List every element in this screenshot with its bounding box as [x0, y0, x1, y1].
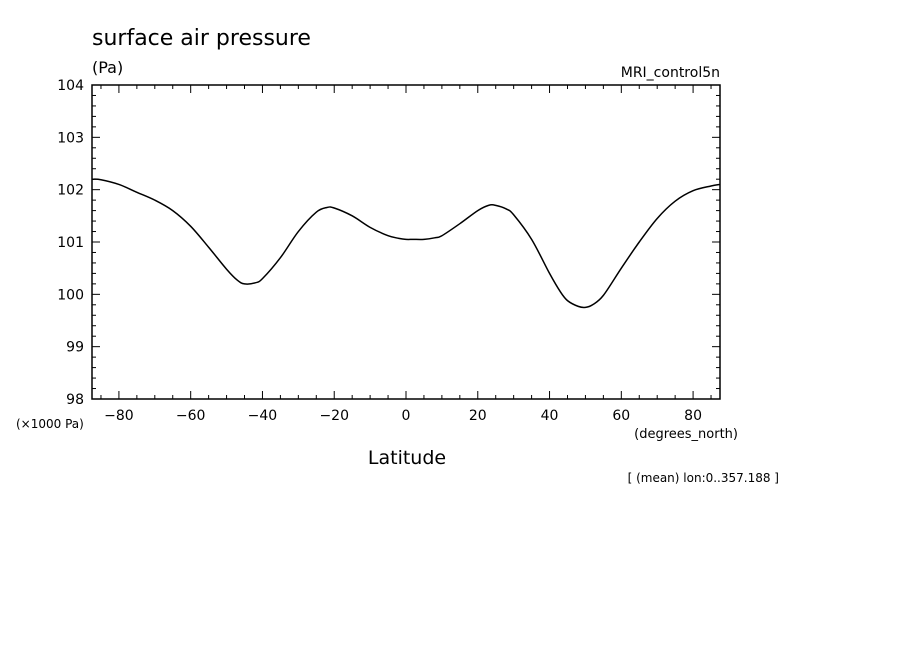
tick-labels: −80 −60 −40 −20 0 20 40 60 80 98 99 100 101 102 103 104 — [57, 78, 702, 424]
x-tick-label: −80 — [104, 408, 134, 424]
y-scale-label: (×1000 Pa) — [16, 417, 84, 431]
units-label: (Pa) — [92, 58, 123, 77]
axis-ticks — [92, 84, 720, 400]
y-tick-label: 98 — [66, 392, 84, 408]
series-line — [91, 178, 721, 309]
y-tick-label: 101 — [57, 235, 84, 251]
dataset-label: MRI_control5n — [621, 65, 720, 81]
y-tick-label: 102 — [57, 183, 84, 199]
chart-title: surface air pressure — [92, 26, 311, 51]
x-tick-label: 80 — [684, 408, 702, 424]
plot-frame — [91, 84, 721, 400]
footnote: [ (mean) lon:0..357.188 ] — [628, 471, 779, 485]
x-units-label: (degrees_north) — [634, 427, 738, 442]
x-tick-label: −60 — [176, 408, 206, 424]
x-axis-title: Latitude — [368, 447, 446, 469]
y-tick-label: 103 — [57, 130, 84, 146]
x-tick-label: 60 — [612, 408, 630, 424]
x-tick-label: 40 — [541, 408, 559, 424]
x-tick-label: −20 — [319, 408, 349, 424]
x-tick-label: 0 — [402, 408, 411, 424]
y-tick-label: 100 — [57, 287, 84, 303]
x-tick-label: 20 — [469, 408, 487, 424]
y-tick-label: 104 — [57, 78, 84, 94]
x-tick-label: −40 — [248, 408, 278, 424]
y-tick-label: 99 — [66, 340, 84, 356]
